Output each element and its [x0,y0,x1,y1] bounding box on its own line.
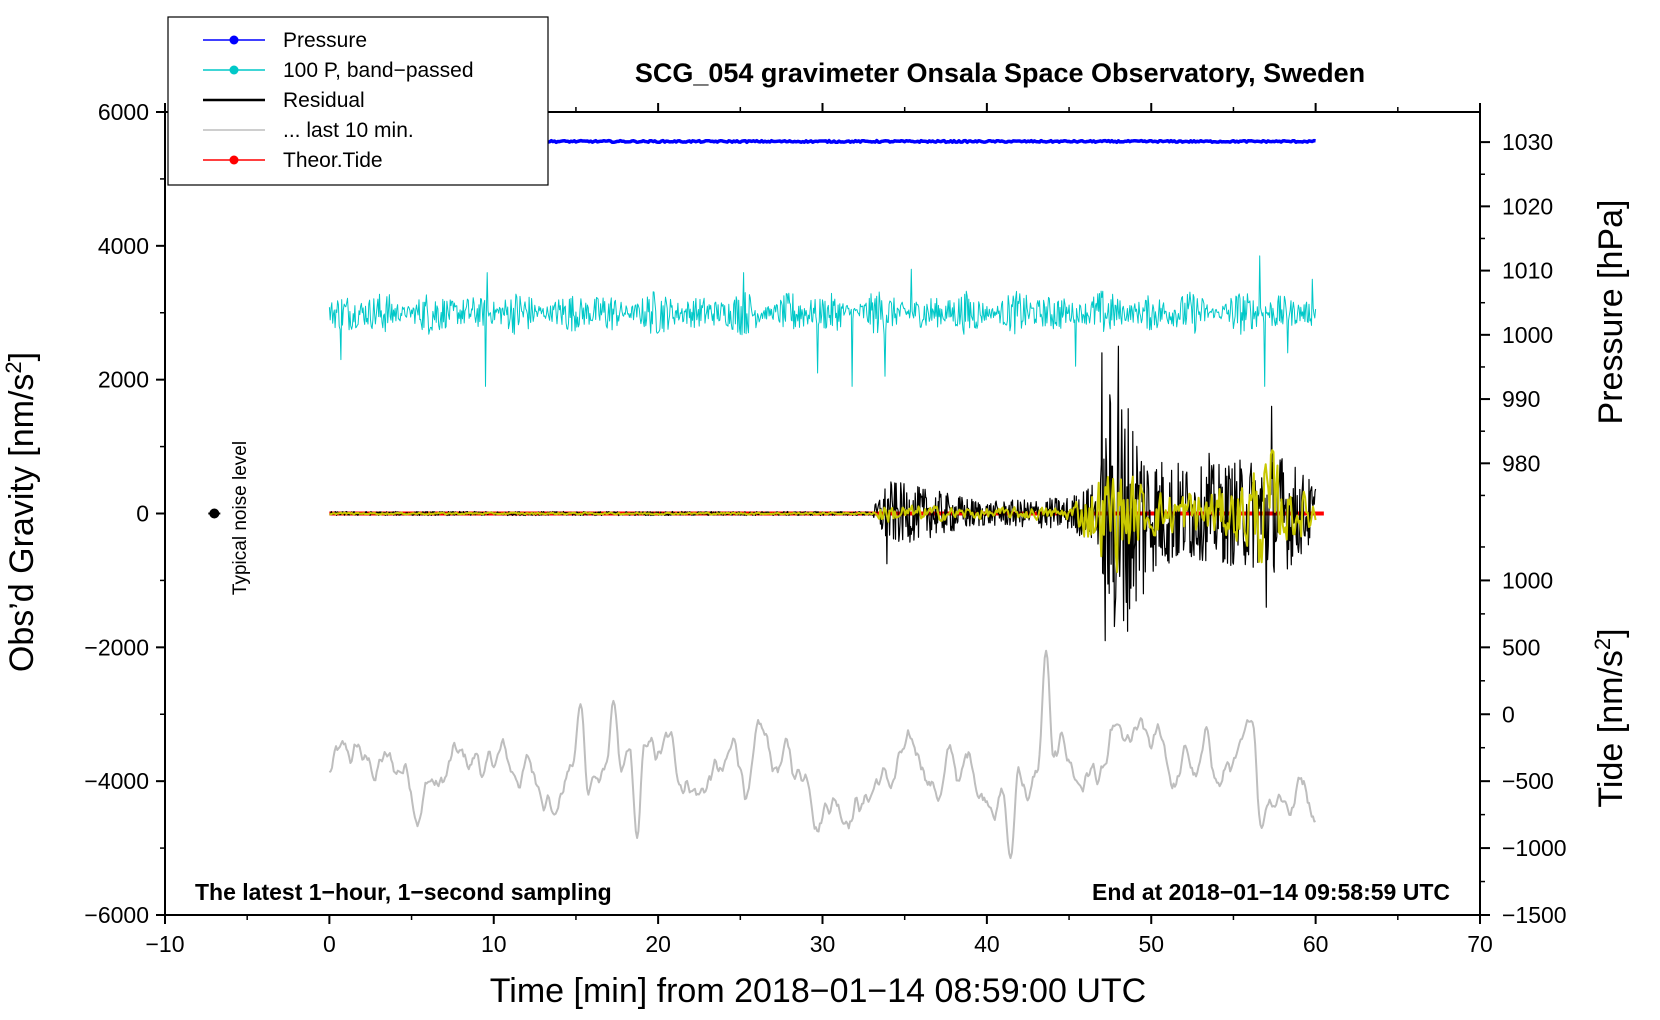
legend-label: Residual [283,89,365,112]
x-tick-label: 20 [645,931,671,957]
tide-tick-label: 1000 [1502,567,1553,593]
tide-tick-label: −1000 [1502,835,1567,861]
legend-label: Theor.Tide [283,149,383,172]
x-tick-label: 70 [1467,931,1493,957]
pressure-tick-label: 980 [1502,450,1540,476]
x-tick-label: −10 [145,931,184,957]
smoothed-residual-trace [329,449,1317,574]
y-axis-title-left-text: Obs’d Gravity [nm/s [3,374,41,673]
legend-marker [229,65,239,75]
pressure-tick-label: 1020 [1502,193,1553,219]
legend-label: 100 P, band−passed [283,59,474,82]
x-tick-label: 40 [974,931,1000,957]
y-tick-label: 4000 [98,233,149,259]
x-tick-label: 10 [481,931,507,957]
pressure-tick-label: 1000 [1502,322,1553,348]
y-tick-label: 6000 [98,99,149,125]
sampling-note: The latest 1−hour, 1−second sampling [195,879,612,905]
end-time-note: End at 2018−01−14 09:58:59 UTC [1092,879,1450,905]
y-tick-label: 2000 [98,367,149,393]
pressure-tick-label: 1010 [1502,258,1553,284]
y-axis-title-left: Obs’d Gravity [nm/s2] [1,352,41,672]
legend-marker [229,35,239,45]
tide-tick-label: −1500 [1502,902,1567,928]
tide-tick-label: −500 [1502,768,1554,794]
axes-group: −10 0 10 20 30 40 50 60 706000400020000−2000−400… [84,99,1566,957]
y-axis-title-pressure: Pressure [hPa] [1592,200,1630,425]
chart-title: SCG_054 gravimeter Onsala Space Observat… [635,58,1365,88]
x-tick-label: 0 [323,931,336,957]
legend-marker [229,155,239,165]
x-tick-label: 60 [1303,931,1329,957]
y-tick-label: 0 [136,501,149,527]
legend-label: ... last 10 min. [283,119,414,142]
x-axis-title: Time [min] from 2018−01−14 08:59:00 UTC [490,972,1146,1010]
y-tick-label: −4000 [84,768,149,794]
y-axis-title-left-sup: 2 [1,361,26,373]
bandpassed-pressure-trace [328,255,1317,387]
legend: Pressure 100 P, band−passed Residual ... la… [167,16,549,186]
y-axis-title-tide-sup: 2 [1590,638,1615,650]
noise-level-label: Typical noise level [230,441,251,595]
x-tick-label: 30 [810,931,836,957]
tide-tick-label: 500 [1502,634,1540,660]
y-tick-label: −2000 [84,634,149,660]
y-tick-label: −6000 [84,902,149,928]
y-axis-title-tide: Tide [nm/s2] [1590,628,1630,807]
y-axis-title-tide-close: ] [1592,628,1630,637]
y-axis-title-tide-text: Tide [nm/s [1592,650,1630,807]
pressure-tick-label: 990 [1502,386,1540,412]
pressure-tick-label: 1030 [1502,129,1553,155]
legend-label: Pressure [283,29,367,52]
last-10-min-trace [328,649,1316,860]
y-axis-title-left-close: ] [3,352,41,361]
tide-tick-label: 0 [1502,701,1515,727]
x-tick-label: 50 [1138,931,1164,957]
